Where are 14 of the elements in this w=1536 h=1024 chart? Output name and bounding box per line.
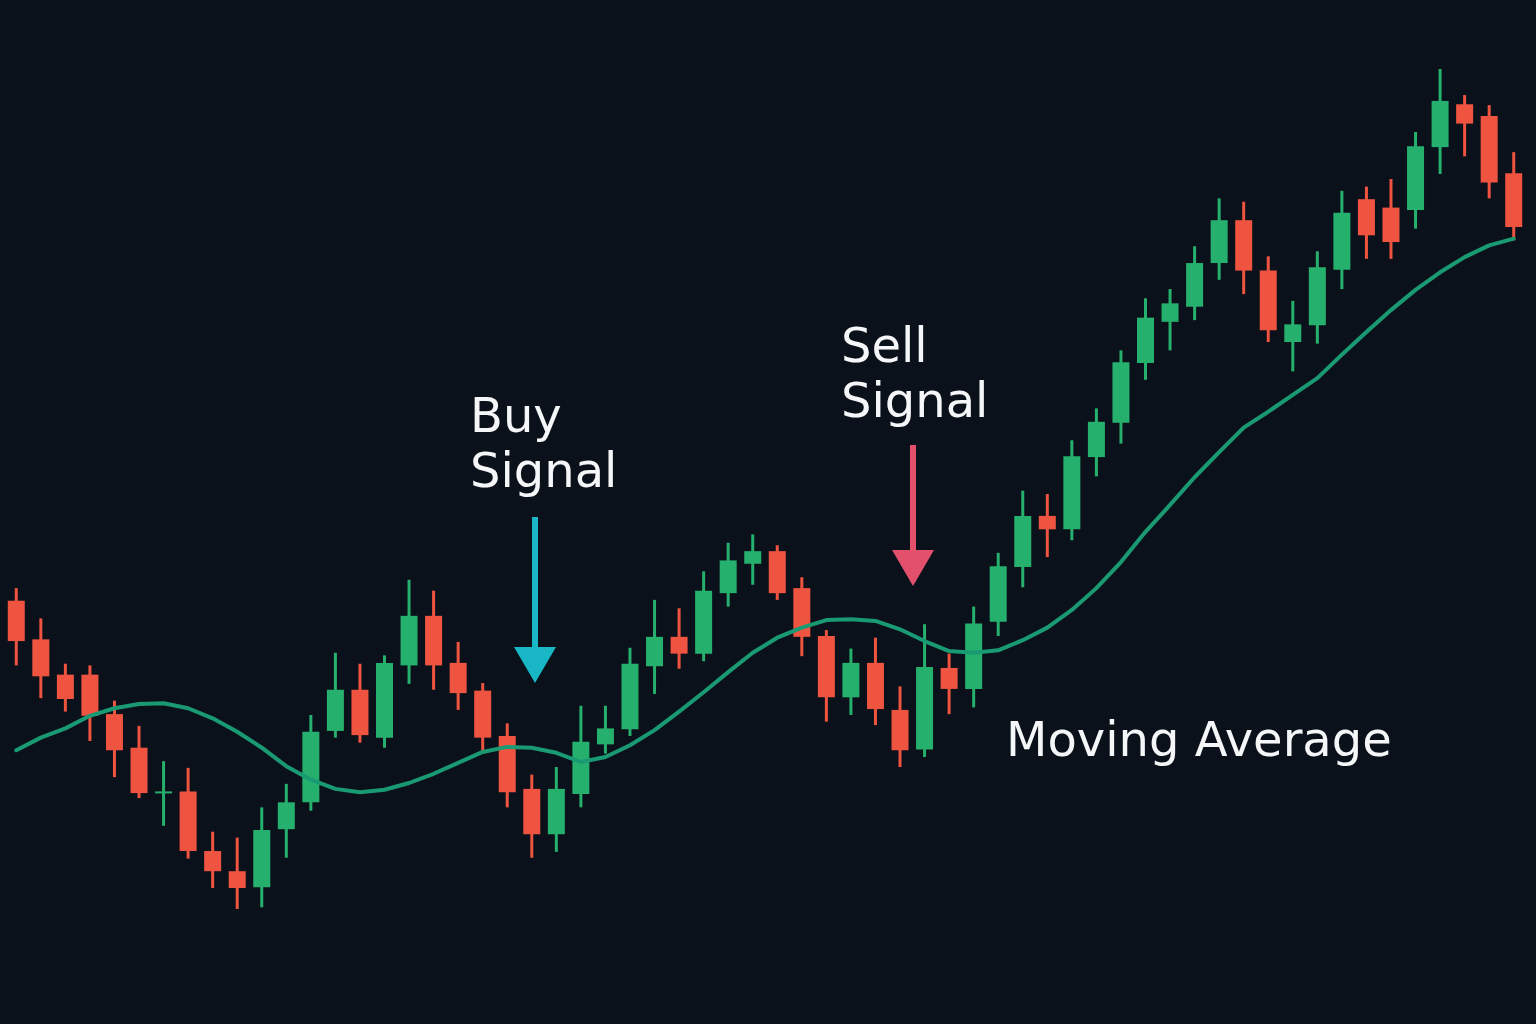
candlestick — [1161, 289, 1179, 351]
annotation: Moving Average — [1006, 711, 1393, 768]
candlestick — [596, 705, 614, 754]
candlestick — [940, 653, 958, 716]
candlestick — [1456, 95, 1474, 157]
candlestick — [155, 761, 173, 826]
candlestick — [744, 534, 762, 585]
candlestick — [1038, 494, 1056, 559]
annotation: Sell Signal — [841, 317, 990, 429]
candlestick — [1284, 299, 1302, 372]
candlestick — [670, 608, 688, 669]
candlestick — [204, 831, 222, 888]
candlestick — [228, 837, 246, 909]
annotation: Buy Signal — [470, 387, 619, 499]
